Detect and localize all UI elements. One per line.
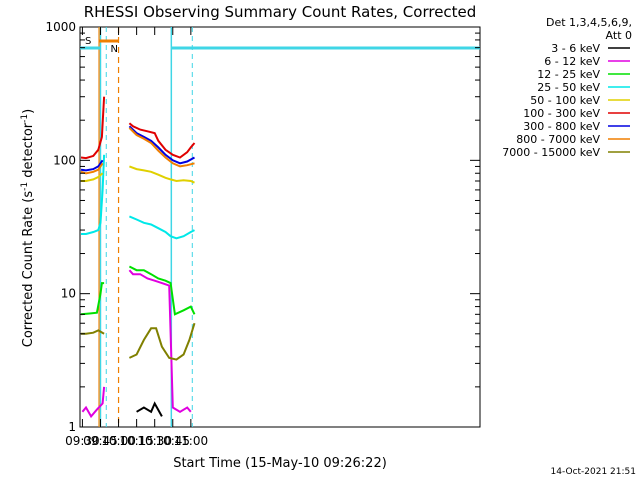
x-tick-label-1: 09:45: [83, 434, 118, 448]
plot-frame: [79, 26, 481, 428]
y-tick-label-0: 1: [68, 420, 76, 434]
x-tick-label-4: 10:30: [137, 434, 172, 448]
series-line-1-1: [128, 269, 192, 413]
legend-label-6: 300 - 800 keV: [523, 120, 600, 133]
series-line-7-1: [128, 127, 195, 168]
legend-label-5: 100 - 300 keV: [523, 107, 600, 120]
y-axis: 1 10 100 1000: [45, 20, 480, 434]
y-tick-label-1: 10: [61, 287, 76, 301]
legend-label-0: 3 - 6 keV: [551, 42, 600, 55]
y-axis-label-mid: detector: [21, 122, 36, 182]
legend-header-line2: Att 0: [606, 29, 632, 42]
series-line-6-1: [128, 125, 195, 165]
legend-label-1: 6 - 12 keV: [544, 55, 600, 68]
series-line-0-1: [136, 401, 163, 417]
y-axis-label-main: Corrected Count Rate (s: [21, 191, 36, 348]
series-line-4-1: [129, 165, 195, 184]
y-axis-label: Corrected Count Rate (s-1 detector-1): [20, 109, 36, 347]
plot-area: SN: [80, 27, 480, 427]
y-tick-label-2: 100: [53, 153, 76, 167]
y-tick-label-3: 1000: [45, 20, 76, 34]
night-label: N: [110, 44, 117, 55]
x-tick-label-2: 10:00: [101, 434, 136, 448]
series-line-6-0: [80, 159, 104, 172]
legend-label-3: 25 - 50 keV: [537, 81, 600, 94]
legend-header-line1: Det 1,3,4,5,6,9,: [546, 16, 632, 29]
series-line-5-1: [128, 122, 196, 159]
y-axis-label-end: ): [21, 109, 36, 114]
saa-label: S: [85, 36, 91, 47]
legend-label-7: 800 - 7000 keV: [516, 133, 600, 146]
y-axis-label-sup1: -1: [20, 182, 30, 191]
series-line-2-0: [80, 282, 105, 316]
footer-date: 14-Oct-2021 21:51: [551, 467, 636, 477]
series-line-3-0: [81, 154, 106, 235]
x-tick-label-3: 10:15: [119, 434, 154, 448]
legend-label-8: 7000 - 15000 keV: [502, 146, 600, 159]
series-line-5-0: [80, 96, 106, 160]
x-tick-label-5: 10:45: [155, 434, 190, 448]
series-line-2-1: [128, 265, 196, 316]
x-axis-label: Start Time (15-May-10 09:26:22): [173, 456, 387, 471]
legend-label-2: 12 - 25 keV: [537, 68, 600, 81]
series-line-8-1: [128, 322, 196, 361]
series-line-3-1: [129, 215, 195, 240]
y-axis-label-sup2: -1: [20, 114, 30, 123]
chart-title: RHESSI Observing Summary Count Rates, Co…: [84, 3, 477, 21]
x-tick-label-6: 11:00: [174, 434, 209, 448]
legend-label-4: 50 - 100 keV: [530, 94, 600, 107]
series-line-1-0: [81, 386, 106, 419]
x-tick-label-0: 09:30: [65, 434, 100, 448]
